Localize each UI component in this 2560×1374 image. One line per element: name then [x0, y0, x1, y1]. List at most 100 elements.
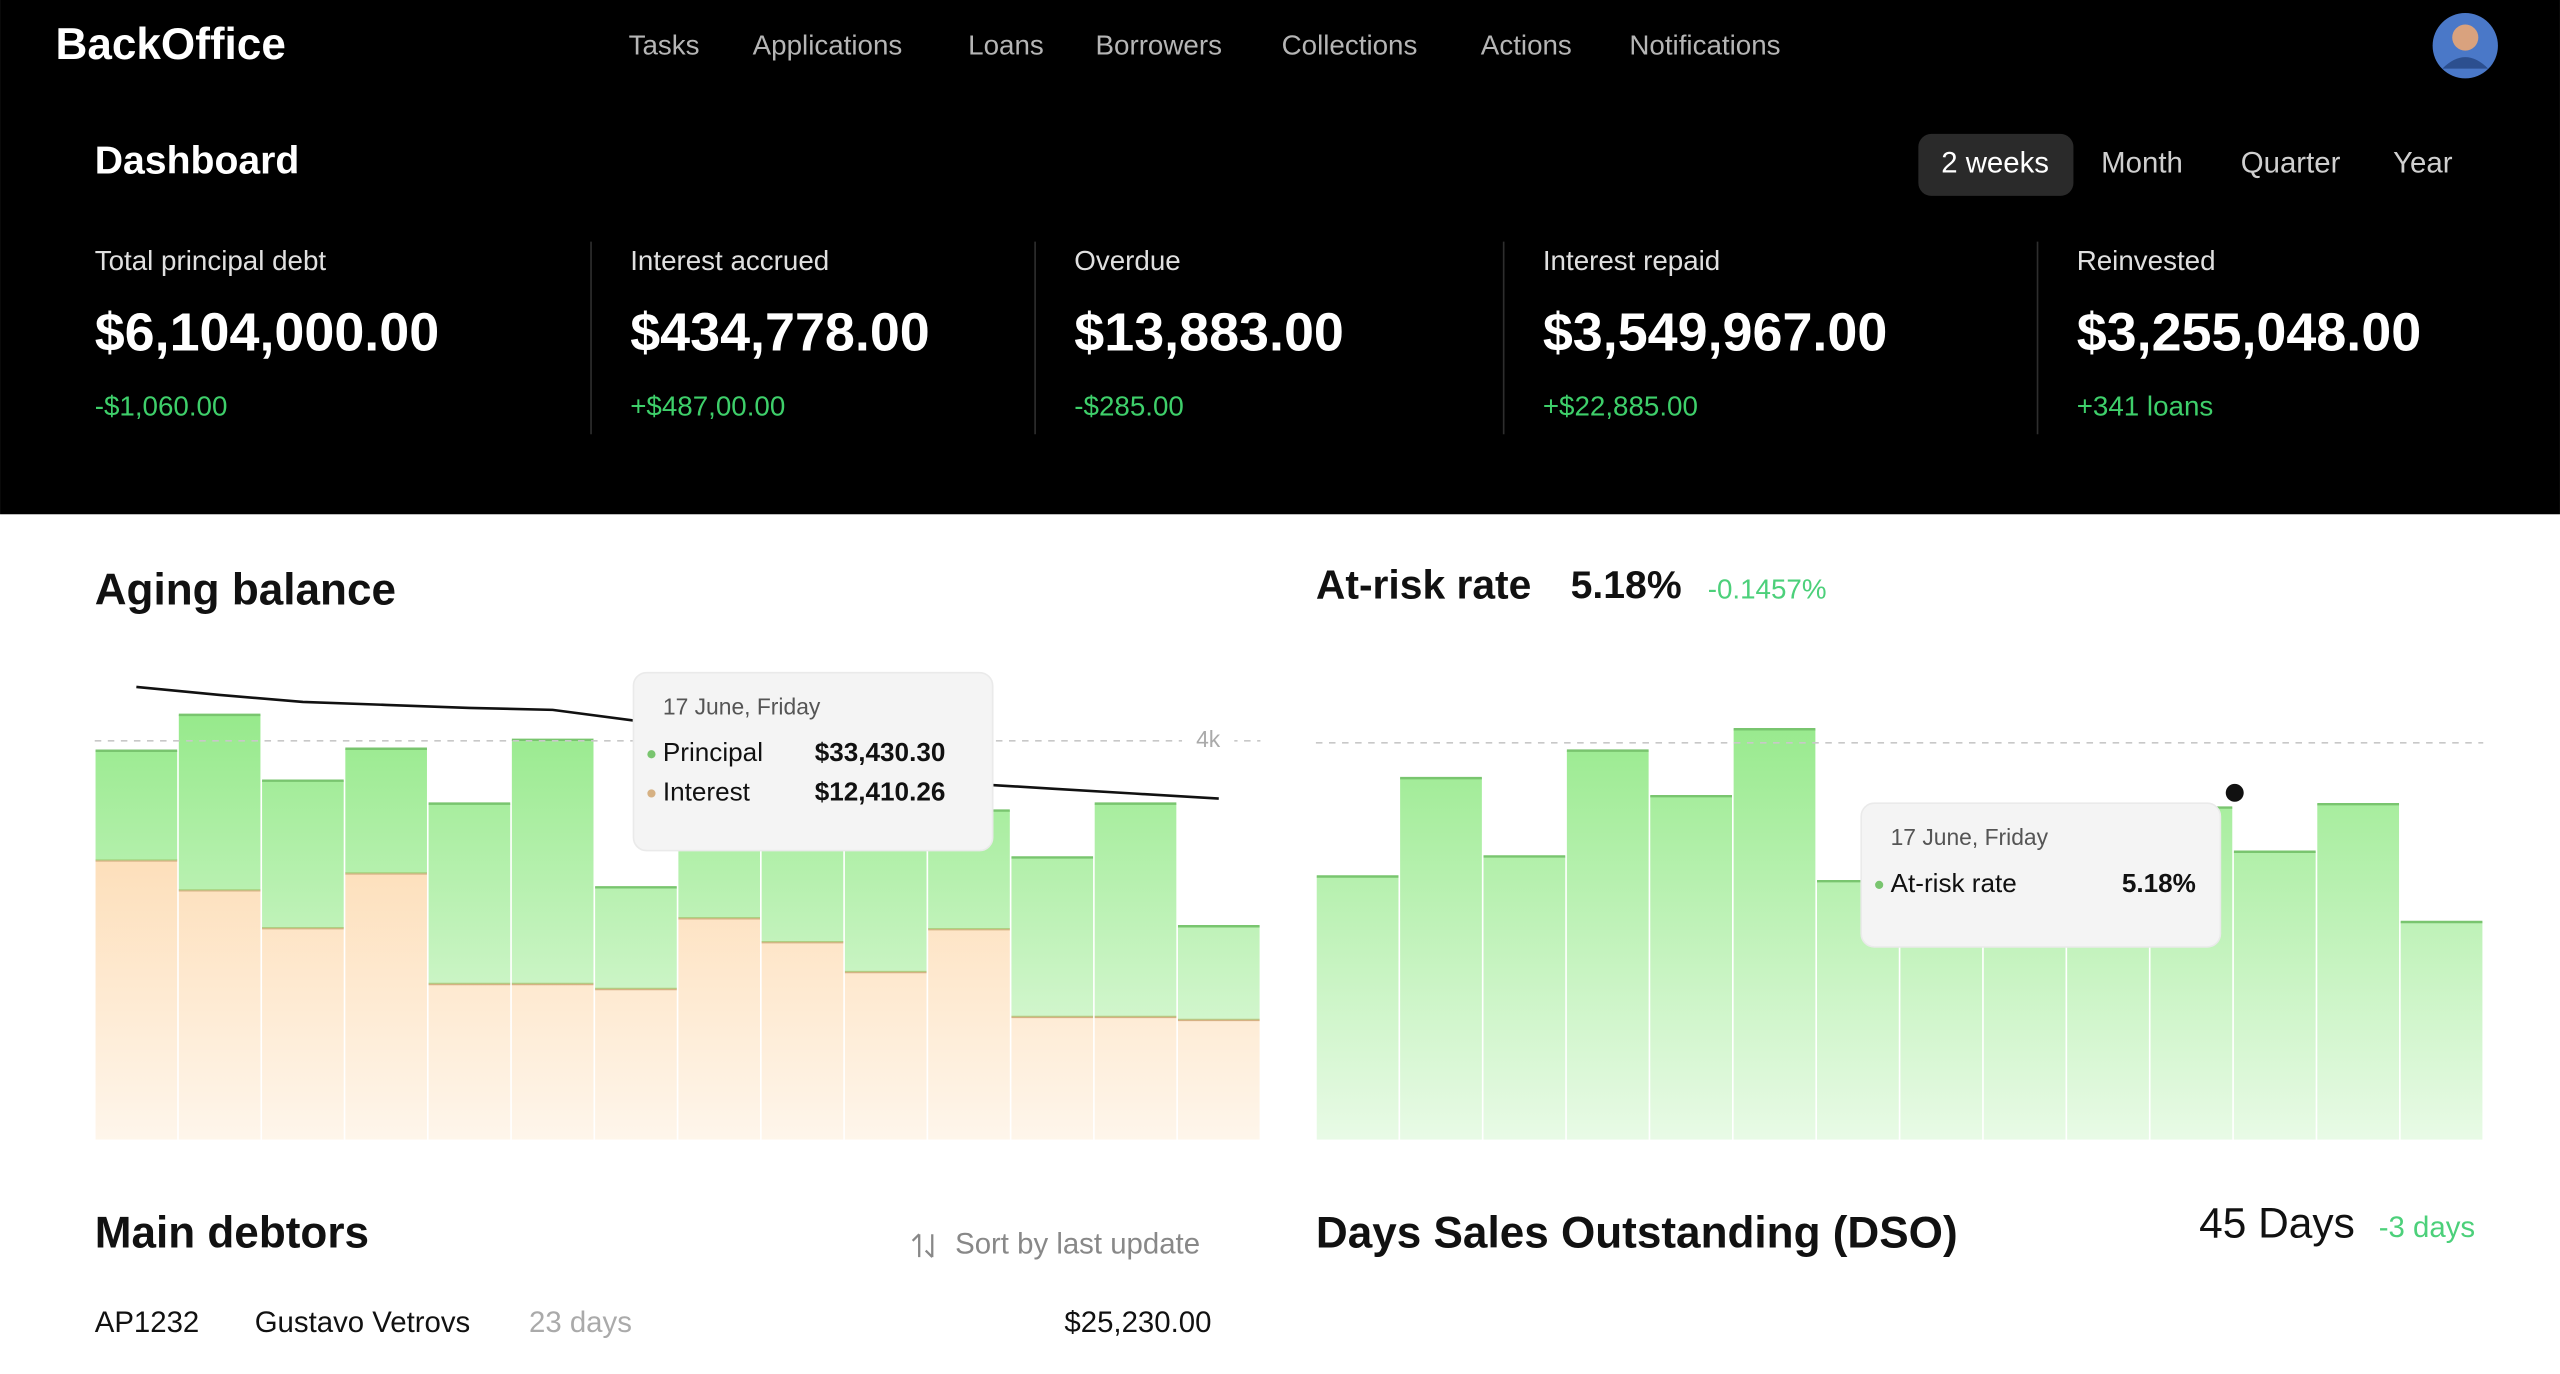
nav-link[interactable]: Applications: [753, 30, 903, 61]
aging-title: Aging balance: [95, 565, 396, 614]
nav-link[interactable]: Notifications: [1629, 30, 1780, 61]
tooltip-value: 5.18%: [2122, 868, 2196, 898]
kpi-change: -$285.00: [1074, 390, 1184, 421]
bar-segment: [262, 928, 344, 1140]
kpi-label: Total principal debt: [95, 245, 327, 276]
bar-segment: [428, 984, 511, 1140]
kpi-label: Reinvested: [2077, 245, 2216, 276]
bar: [1650, 796, 1732, 1140]
bar: [2400, 922, 2483, 1140]
tick-label-bg: [1182, 726, 1235, 756]
kpi-label: Interest repaid: [1543, 245, 1720, 276]
tooltip-name: At-risk rate: [1891, 868, 2017, 898]
kpi-value: $13,883.00: [1074, 303, 1344, 363]
avatar-body: [2442, 57, 2489, 69]
bar-segment: [345, 873, 427, 1140]
hover-point: [2225, 783, 2244, 802]
bar-segment: [511, 984, 594, 1140]
nav-link[interactable]: Actions: [1481, 30, 1572, 61]
header-bg: [0, 0, 2560, 515]
debtor-cell[interactable]: 23 days: [529, 1306, 632, 1339]
kpi-value: $3,549,967.00: [1543, 303, 1887, 363]
kpi-value: $6,104,000.00: [95, 303, 439, 363]
legend-dot: [1875, 880, 1884, 889]
at-risk-change: -0.1457%: [1708, 573, 1827, 604]
kpi-change: +$22,885.00: [1543, 390, 1698, 421]
bar: [1316, 876, 1399, 1140]
period-button[interactable]: Year: [2393, 147, 2453, 180]
bar: [1566, 750, 1649, 1140]
bar: [2317, 804, 2400, 1140]
y-tick-label: 4k: [1196, 726, 1221, 752]
charts: 4k 17 June, Friday Principal $33,430.30 Inte…: [94, 671, 2484, 1140]
bar: [1733, 729, 1816, 1140]
tooltip-bg: [1860, 802, 2222, 948]
tooltip-value: $33,430.30: [815, 737, 946, 767]
at-risk-rate: 5.18%: [1571, 564, 1682, 607]
period-button[interactable]: Quarter: [2241, 147, 2341, 180]
bar-segment: [678, 918, 761, 1140]
bar-segment: [345, 748, 427, 874]
bar: [1483, 856, 1566, 1140]
sort-control[interactable]: Sort by last update: [911, 1227, 1200, 1260]
brand[interactable]: BackOffice: [56, 20, 286, 69]
tooltip-value: $12,410.26: [815, 776, 946, 806]
bar-segment: [1177, 926, 1260, 1020]
tooltip-name: Principal: [663, 737, 763, 767]
debtor-cell[interactable]: AP1232: [95, 1306, 200, 1339]
aging-chart: 4k 17 June, Friday Principal $33,430.30 Inte…: [94, 671, 1261, 1140]
tooltip-name: Interest: [663, 776, 751, 806]
tooltip: 17 June, Friday At-risk rate 5.18%: [1860, 802, 2222, 948]
bar-segment: [844, 847, 927, 973]
kpi-label: Overdue: [1074, 245, 1180, 276]
bar-segment: [844, 972, 927, 1140]
bar-segment: [1094, 1016, 1177, 1140]
bar-segment: [95, 750, 178, 861]
kpi-change: +341 loans: [2077, 390, 2214, 421]
debtor-cell[interactable]: $25,230.00: [1064, 1306, 1211, 1339]
bar-segment: [178, 714, 261, 891]
nav-link[interactable]: Borrowers: [1096, 30, 1222, 61]
at_risk-chart: 17 June, Friday At-risk rate 5.18%: [1315, 728, 2484, 1140]
dso-title: Days Sales Outstanding (DSO): [1316, 1209, 1958, 1258]
tooltip-bg: [632, 671, 994, 852]
period-button[interactable]: Month: [2101, 147, 2183, 180]
bar-segment: [595, 989, 677, 1140]
nav-link[interactable]: Collections: [1282, 30, 1418, 61]
debtors-title: Main debtors: [95, 1209, 369, 1258]
debtor-cell[interactable]: Gustavo Vetrovs: [255, 1306, 471, 1339]
bar-segment: [761, 942, 844, 1140]
bar-segment: [595, 887, 677, 990]
period-active-bg: [1918, 133, 2074, 196]
bar-segment: [262, 780, 344, 929]
avatar[interactable]: [2432, 13, 2498, 79]
legend-dot: [647, 750, 656, 759]
bar-segment: [1177, 1019, 1260, 1140]
bar-segment: [1011, 857, 1094, 1017]
dso-change: -3 days: [2379, 1211, 2475, 1244]
bar-segment: [178, 890, 261, 1140]
tooltip-date: 17 June, Friday: [663, 694, 821, 720]
dso-value: 45 Days: [2199, 1199, 2355, 1246]
period-button[interactable]: 2 weeks: [1941, 147, 2049, 180]
bar-segment: [511, 739, 594, 985]
bar-segment: [428, 803, 511, 985]
bar: [1900, 913, 1983, 1140]
bar-segment: [678, 847, 761, 919]
nav-link[interactable]: Loans: [968, 30, 1044, 61]
dashboard-title: Dashboard: [95, 140, 300, 183]
nav-link[interactable]: Tasks: [629, 30, 700, 61]
tooltip-date: 17 June, Friday: [1891, 824, 2049, 850]
kpi-change: +$487,00.00: [630, 390, 785, 421]
sort-icon: [911, 1233, 934, 1258]
kpi-change: -$1,060.00: [95, 390, 228, 421]
bar: [1400, 778, 1482, 1140]
sort-label[interactable]: Sort by last update: [955, 1227, 1200, 1260]
kpi-value: $3,255,048.00: [2077, 303, 2421, 363]
bar-segment: [95, 860, 178, 1140]
bar-segment: [1011, 1016, 1094, 1140]
bar-segment: [1094, 803, 1177, 1017]
at-risk-title: At-risk rate: [1316, 562, 1531, 608]
